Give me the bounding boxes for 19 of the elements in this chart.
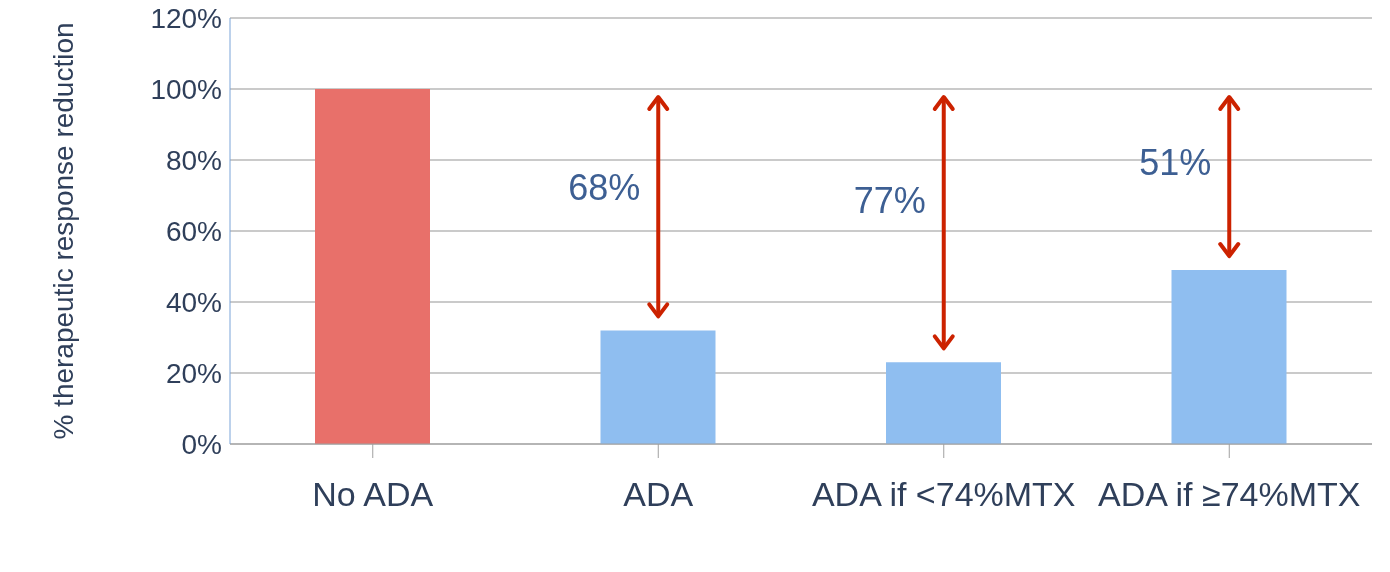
bar [886, 362, 1001, 444]
x-tick-label: ADA if ≥74%MTX [1098, 475, 1361, 514]
y-tick-label: 0% [181, 428, 222, 460]
x-tick-label: ADA if <74%MTX [811, 475, 1076, 514]
bar [315, 89, 430, 444]
annotation: 77% [853, 180, 926, 222]
y-axis-title: % therapeutic response reduction [47, 22, 79, 440]
x-tick-label: ADA [623, 475, 694, 514]
annotation: 68% [568, 166, 641, 208]
annotation: 51% [1139, 141, 1212, 183]
bar [600, 330, 716, 444]
y-tick-label: 100% [150, 73, 222, 105]
y-tick-label: 40% [165, 286, 222, 318]
y-tick-label: 60% [165, 215, 222, 247]
y-tick-label: 20% [165, 357, 222, 389]
x-tick-label: No ADA [312, 475, 434, 514]
y-tick-label: 80% [165, 144, 222, 176]
bar [1171, 270, 1287, 444]
y-tick-label: 120% [150, 2, 222, 34]
